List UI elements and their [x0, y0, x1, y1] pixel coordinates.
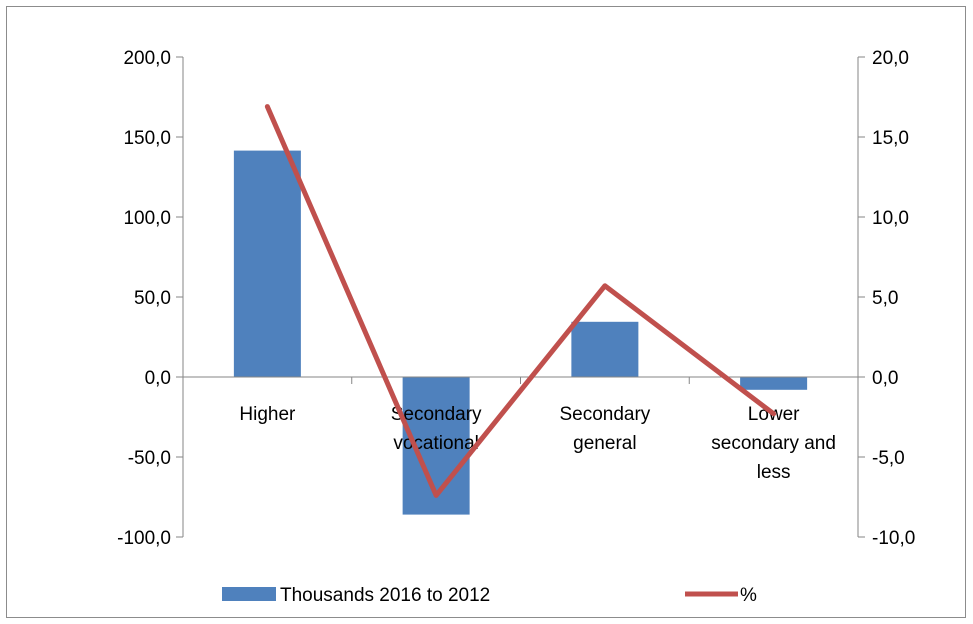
line-series: [264, 104, 777, 498]
left-tick-label: 100,0: [123, 208, 171, 229]
left-tick-label: 200,0: [123, 48, 171, 69]
left-tick-label: -50,0: [128, 448, 171, 469]
category-label: Higher: [239, 404, 296, 425]
bar: [571, 321, 639, 377]
legend: Thousands 2016 to 2012 %: [222, 585, 757, 606]
right-tick-label: 0,0: [872, 368, 898, 389]
left-axis-ticks: 200,0 150,0 100,0 50,0 0,0 -50,0 -100,0: [117, 48, 183, 549]
legend-bar-label: Thousands 2016 to 2012: [280, 585, 490, 606]
bar-series: [233, 150, 808, 515]
legend-line-label: %: [740, 585, 757, 606]
right-tick-label: -5,0: [872, 448, 905, 469]
bar: [233, 150, 301, 377]
right-axis-ticks: 20,0 15,0 10,0 5,0 0,0 -5,0 -10,0: [858, 48, 915, 549]
chart-frame: [6, 6, 966, 618]
right-tick-label: 10,0: [872, 208, 909, 229]
right-tick-label: 15,0: [872, 128, 909, 149]
bar: [740, 377, 808, 390]
left-tick-label: -100,0: [117, 528, 171, 549]
left-tick-label: 50,0: [134, 288, 171, 309]
right-tick-label: -10,0: [872, 528, 915, 549]
right-tick-label: 5,0: [872, 288, 898, 309]
left-tick-label: 0,0: [145, 368, 171, 389]
percent-line: [264, 104, 777, 498]
legend-bar-swatch: [222, 587, 276, 601]
left-tick-label: 150,0: [123, 128, 171, 149]
right-tick-label: 20,0: [872, 48, 909, 69]
category-label: Secondary general: [559, 404, 650, 454]
